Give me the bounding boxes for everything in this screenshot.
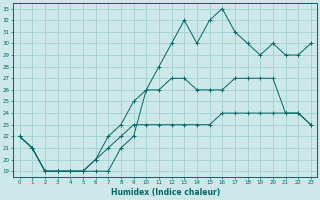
X-axis label: Humidex (Indice chaleur): Humidex (Indice chaleur) [111, 188, 220, 197]
